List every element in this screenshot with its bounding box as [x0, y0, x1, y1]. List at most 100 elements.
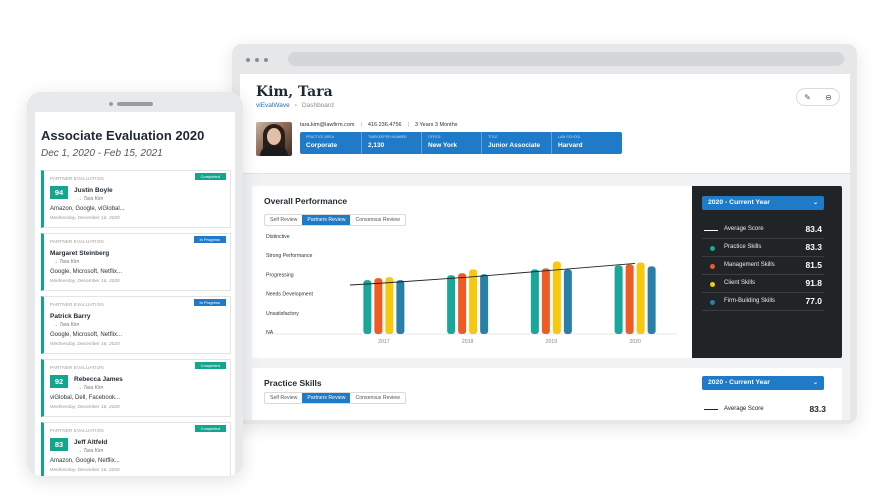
info-cell: TIMEKEEPER NUMBER 2,130 — [362, 132, 422, 154]
y-tick-label: Progressing — [266, 272, 294, 278]
tab-self-review[interactable]: Self Review — [270, 395, 298, 401]
breadcrumb-link[interactable]: viEvalWave — [256, 102, 290, 109]
legend-value: 77.0 — [805, 296, 822, 306]
info-cell: PRACTICE AREA Corporate — [300, 132, 362, 154]
score-badge: 83 — [50, 438, 68, 451]
line-marker-icon — [704, 409, 718, 410]
legend-label: Practice Skills — [724, 244, 762, 250]
contact-info: tara.kim@lawfirm.com | 416.236.4756 | 3 … — [300, 122, 458, 128]
bar-client-skills — [552, 261, 561, 334]
tab-partners-review[interactable]: Partners Review — [302, 215, 351, 225]
performance-chart: Distinctive Strong Performance Progressing… — [266, 234, 677, 345]
header-actions: ✎ ⊖ — [796, 88, 840, 106]
legend-label: Firm-Building Skills — [724, 298, 776, 304]
employee-name: Kim, Tara — [256, 84, 333, 100]
evaluation-date: Wednesday, December 16, 2020 — [50, 216, 120, 221]
bar-management-skills — [458, 273, 467, 334]
period-dropdown[interactable]: 2020 - Current Year ⌄ — [702, 196, 824, 210]
evaluatee-name: Patrick Barry — [50, 313, 91, 320]
info-cell: TITLE Junior Associate — [482, 132, 552, 154]
legend-label: Client Skills — [724, 280, 756, 286]
bar-firm-building-skills — [563, 269, 572, 334]
speaker-grille — [117, 102, 153, 106]
evaluatee-name: Rebecca James — [74, 376, 123, 383]
line-marker-icon — [704, 230, 718, 231]
evaluation-card[interactable]: PARTNER EVALUATION Completed 92 Rebecca Jam… — [41, 359, 231, 417]
tab-partners-review[interactable]: Partners Review — [302, 393, 351, 403]
bar-management-skills — [374, 278, 383, 334]
x-tick-label: 2020 — [629, 339, 641, 345]
dot-marker-icon — [710, 282, 715, 287]
phone-text: 416.236.4756 — [367, 122, 402, 128]
date-range: Dec 1, 2020 - Feb 15, 2021 — [41, 148, 163, 159]
score-badge: 92 — [50, 375, 68, 388]
x-tick-label: 2018 — [462, 339, 474, 345]
address-bar[interactable] — [288, 52, 844, 66]
y-tick-label: Unsatisfactory — [266, 311, 299, 317]
tab-consensus-review[interactable]: Consensus Review — [355, 395, 400, 401]
practice-skills-card: Practice Skills Self Review Partners Rev… — [252, 368, 842, 420]
review-type-tabs: Self Review Partners Review Consensus Re… — [264, 392, 406, 404]
legend-row: Firm-Building Skills 77.0 — [702, 294, 824, 311]
average-score-row: Average Score 83.3 — [704, 404, 826, 416]
legend-row: Average Score 83.4 — [702, 222, 824, 239]
legend-row: Practice Skills 83.3 — [702, 240, 824, 257]
evaluation-date: Wednesday, December 16, 2020 — [50, 468, 120, 473]
evaluation-type: PARTNER EVALUATION — [50, 239, 104, 244]
evaluation-type: PARTNER EVALUATION — [50, 365, 104, 370]
evaluation-date: Wednesday, December 16, 2020 — [50, 405, 120, 410]
evaluation-list: PARTNER EVALUATION Completed 94 Justin Boyl… — [41, 170, 231, 476]
evaluation-card[interactable]: PARTNER EVALUATION In Progress Margaret St… — [41, 233, 231, 291]
score-badge: 94 — [50, 186, 68, 199]
card-title: Overall Performance — [264, 196, 348, 206]
evaluatee-name: Margaret Steinberg — [50, 250, 110, 257]
review-type-tabs: Self Review Partners Review Consensus Re… — [264, 214, 406, 226]
evaluator-name: → Tara Kim — [77, 196, 104, 202]
browser-window: Kim, Tara viEvalWave › Dashboard ✎ ⊖ tar… — [232, 44, 857, 424]
evaluation-card[interactable]: PARTNER EVALUATION In Progress Patrick Bar… — [41, 296, 231, 354]
pencil-icon[interactable]: ✎ — [804, 92, 811, 102]
menu-icon[interactable]: ⊖ — [825, 92, 832, 102]
tab-consensus-review[interactable]: Consensus Review — [355, 217, 400, 223]
camera-icon — [109, 102, 113, 106]
employee-info-strip: PRACTICE AREA Corporate TIMEKEEPER NUMBE… — [300, 132, 622, 154]
legend-label: Average Score — [724, 226, 764, 232]
y-tick-label: Needs Development — [266, 292, 314, 298]
card-title: Practice Skills — [264, 378, 322, 388]
tab-self-review[interactable]: Self Review — [270, 217, 298, 223]
legend-label: Management Skills — [724, 262, 775, 268]
browser-toolbar — [232, 44, 857, 74]
phone-screen: Associate Evaluation 2020 Dec 1, 2020 - … — [35, 112, 235, 476]
bar-firm-building-skills — [480, 274, 489, 334]
average-score-line — [349, 262, 636, 286]
bar-practice-skills — [530, 269, 539, 334]
legend-label: Average Score — [724, 406, 764, 412]
client-list: Google, Microsoft, Netflix... — [50, 332, 123, 338]
window-dot — [246, 58, 250, 62]
score-legend-panel: 2020 - Current Year ⌄ Average Score 83.4 P… — [692, 186, 842, 358]
evaluator-name: → Tara Kim — [53, 322, 80, 328]
bar-practice-skills — [363, 280, 372, 334]
period-dropdown[interactable]: 2020 - Current Year ⌄ — [702, 376, 824, 390]
status-badge: Completed — [194, 173, 226, 180]
y-tick-label: Distinctive — [266, 234, 290, 240]
evaluatee-name: Justin Boyle — [74, 187, 113, 194]
legend-value: 83.4 — [805, 224, 822, 234]
legend-value: 91.8 — [805, 278, 822, 288]
breadcrumb-current: Dashboard — [301, 102, 334, 109]
y-tick-label: NA — [266, 330, 274, 336]
email-text: tara.kim@lawfirm.com — [300, 122, 355, 128]
avatar — [256, 122, 292, 156]
bar-practice-skills — [614, 265, 623, 334]
evaluation-card[interactable]: PARTNER EVALUATION Completed 94 Justin Boyl… — [41, 170, 231, 228]
evaluation-type: PARTNER EVALUATION — [50, 176, 104, 181]
evaluation-card[interactable]: PARTNER EVALUATION Completed 83 Jeff Altfel… — [41, 422, 231, 476]
evaluation-date: Wednesday, December 16, 2020 — [50, 279, 120, 284]
chevron-right-icon: › — [294, 102, 297, 109]
dot-marker-icon — [710, 246, 715, 251]
period-dropdown-label: 2020 - Current Year — [708, 379, 770, 386]
evaluation-type: PARTNER EVALUATION — [50, 302, 104, 307]
client-list: Amazon, Google, Netflix... — [50, 458, 120, 464]
x-tick-label: 2019 — [546, 339, 558, 345]
